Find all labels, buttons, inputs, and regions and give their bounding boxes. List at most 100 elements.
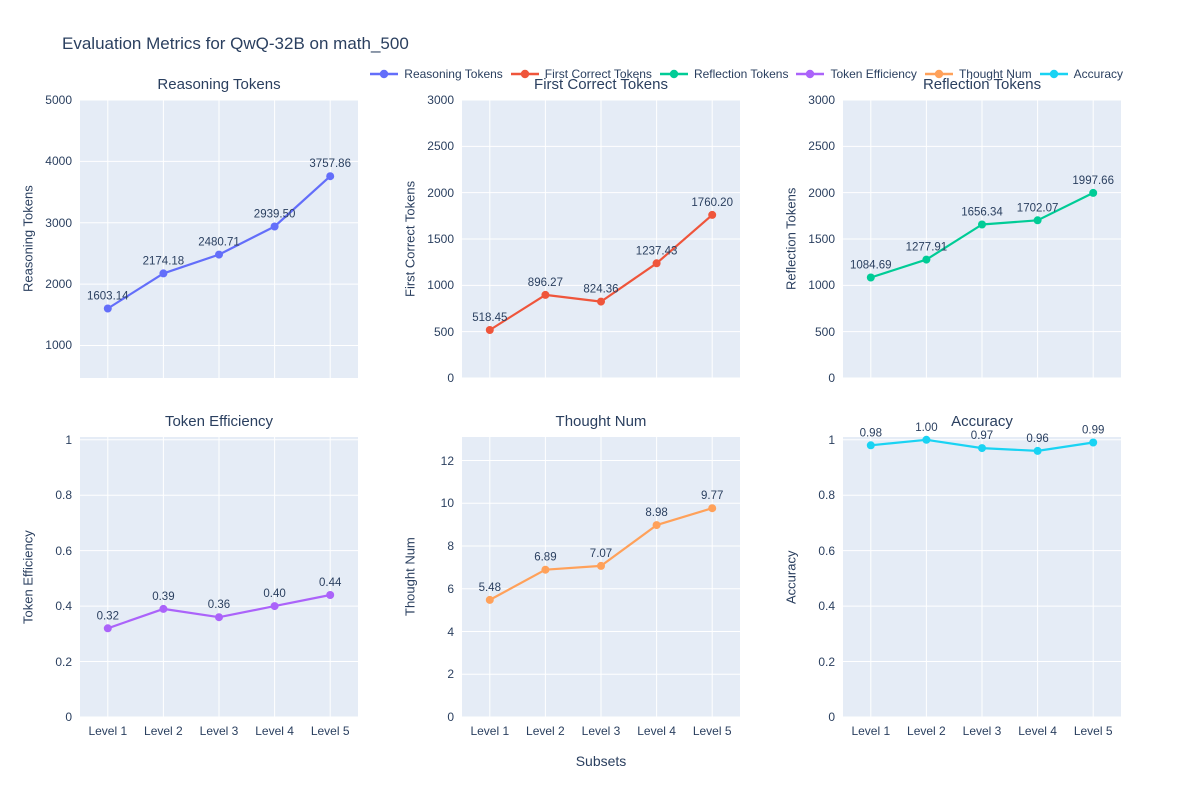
legend-item-reasoning-tokens[interactable]: Reasoning Tokens	[369, 67, 503, 81]
ytick-label: 0.8	[55, 488, 72, 503]
legend-item-reflection-tokens[interactable]: Reflection Tokens	[659, 67, 788, 81]
xtick-label: Level 5	[692, 724, 732, 738]
ytick-label: 500	[433, 324, 454, 339]
point-label: 0.97	[971, 430, 993, 442]
ytick-label: 1	[828, 432, 835, 447]
xtick-label: Level 3	[199, 724, 239, 738]
legend-label: Thought Num	[958, 67, 1032, 81]
legend-line-marker-icon	[796, 69, 825, 79]
data-point	[326, 172, 335, 181]
xtick-label: Level 2	[907, 724, 946, 738]
data-point	[485, 595, 494, 604]
subplot-first-correct-tokens: 518.45 896.27 824.36 1237.43 1760.20	[462, 99, 740, 379]
data-point	[215, 613, 223, 622]
point-label: 896.27	[528, 277, 563, 289]
point-label: 3757.86	[309, 158, 351, 170]
ytick-label: 500	[814, 324, 835, 339]
ytick-label: 0	[447, 371, 454, 385]
data-point	[652, 521, 661, 530]
subplot-accuracy: 0.98 1.00 0.97 0.96 0.99	[843, 422, 1121, 718]
ytick-label: 2000	[808, 185, 835, 200]
xtick-label: Level 2	[144, 724, 183, 738]
ytick-label: 0	[447, 710, 454, 724]
yaxis-title-accuracy: Accuracy	[783, 550, 799, 604]
data-point	[1033, 216, 1042, 225]
ytick-label: 10	[440, 496, 454, 511]
ytick-label: 4000	[45, 154, 72, 169]
data-point	[326, 591, 335, 599]
legend: Reasoning Tokens First Correct Tokens Refl…	[300, 65, 1123, 83]
ytick-label: 6	[447, 581, 454, 596]
ytick-label: 0	[65, 710, 72, 724]
data-point	[978, 444, 986, 453]
legend-line-marker-icon	[924, 69, 953, 79]
subplot-title-accuracy: Accuracy	[951, 413, 1013, 430]
legend-label: First Correct Tokens	[544, 67, 652, 81]
ytick-label: 3000	[808, 93, 835, 107]
figure-title: Evaluation Metrics for QwQ-32B on math_5…	[62, 34, 409, 53]
point-label: 0.44	[319, 577, 342, 589]
ytick-label: 2	[447, 667, 454, 682]
xtick-label: Level 5	[1073, 724, 1113, 738]
xtick-label: Level 1	[851, 724, 891, 738]
data-point	[1089, 188, 1098, 197]
data-point	[597, 561, 605, 570]
legend-item-thought-num[interactable]: Thought Num	[924, 67, 1032, 81]
xtick-label: Level 4	[1018, 724, 1057, 738]
xtick-label: Level 4	[637, 724, 676, 738]
data-point	[708, 504, 717, 513]
point-label: 1760.20	[691, 197, 733, 209]
point-label: 824.36	[583, 284, 618, 296]
point-label: 9.77	[701, 490, 723, 502]
data-point	[270, 602, 279, 611]
data-point	[270, 222, 279, 231]
subplot-reflection-tokens: 1084.69 1277.91 1656.34 1702.07 1997.66	[843, 99, 1121, 379]
ytick-label: 0.6	[818, 543, 835, 558]
point-label: 0.36	[208, 599, 230, 611]
point-label: 518.45	[472, 312, 507, 324]
legend-label: Token Efficiency	[830, 67, 917, 81]
yaxis-title-token-efficiency: Token Efficiency	[20, 530, 36, 624]
ytick-label: 2500	[427, 139, 454, 154]
ytick-label: 0.4	[55, 599, 72, 614]
data-point	[708, 210, 717, 219]
xtick-label: Level 3	[962, 724, 1002, 738]
point-label: 1603.14	[87, 291, 129, 303]
point-label: 0.39	[152, 591, 174, 603]
legend-item-accuracy[interactable]: Accuracy	[1039, 67, 1123, 81]
point-label: 1997.66	[1072, 175, 1114, 187]
data-point	[159, 604, 168, 613]
xtick-label: Level 5	[310, 724, 350, 738]
ytick-label: 0.4	[818, 599, 835, 614]
xtick-label: Level 3	[581, 724, 621, 738]
ytick-label: 1	[65, 432, 72, 447]
data-point	[159, 269, 168, 278]
point-label: 1702.07	[1017, 202, 1059, 214]
ytick-label: 2000	[45, 277, 72, 292]
data-point	[541, 290, 550, 299]
ytick-label: 2500	[808, 139, 835, 154]
point-label: 1084.69	[850, 260, 892, 272]
subplot-token-efficiency: 0.32 0.39 0.36 0.40 0.44	[80, 437, 358, 718]
data-point	[215, 250, 223, 259]
ytick-label: 8	[447, 539, 454, 553]
subplot-title-reflection-tokens: Reflection Tokens	[922, 76, 1042, 93]
ytick-label: 0.8	[818, 488, 835, 503]
point-label: 1277.91	[906, 242, 948, 254]
xaxis-title: Subsets	[575, 753, 627, 769]
ytick-label: 0	[828, 371, 835, 385]
point-label: 6.89	[534, 552, 556, 564]
ytick-label: 0.2	[55, 654, 72, 669]
legend-item-first-correct-tokens[interactable]: First Correct Tokens	[510, 67, 652, 81]
legend-line-marker-icon	[659, 69, 688, 79]
ytick-label: 0	[828, 710, 835, 724]
ytick-label: 0.2	[818, 654, 835, 669]
data-point	[652, 259, 661, 268]
ytick-label: 1500	[808, 232, 835, 246]
data-point	[1089, 438, 1098, 447]
data-point	[978, 220, 986, 229]
legend-item-token-efficiency[interactable]: Token Efficiency	[795, 67, 917, 81]
legend-line-marker-icon	[510, 69, 539, 79]
ytick-label: 12	[440, 453, 454, 468]
